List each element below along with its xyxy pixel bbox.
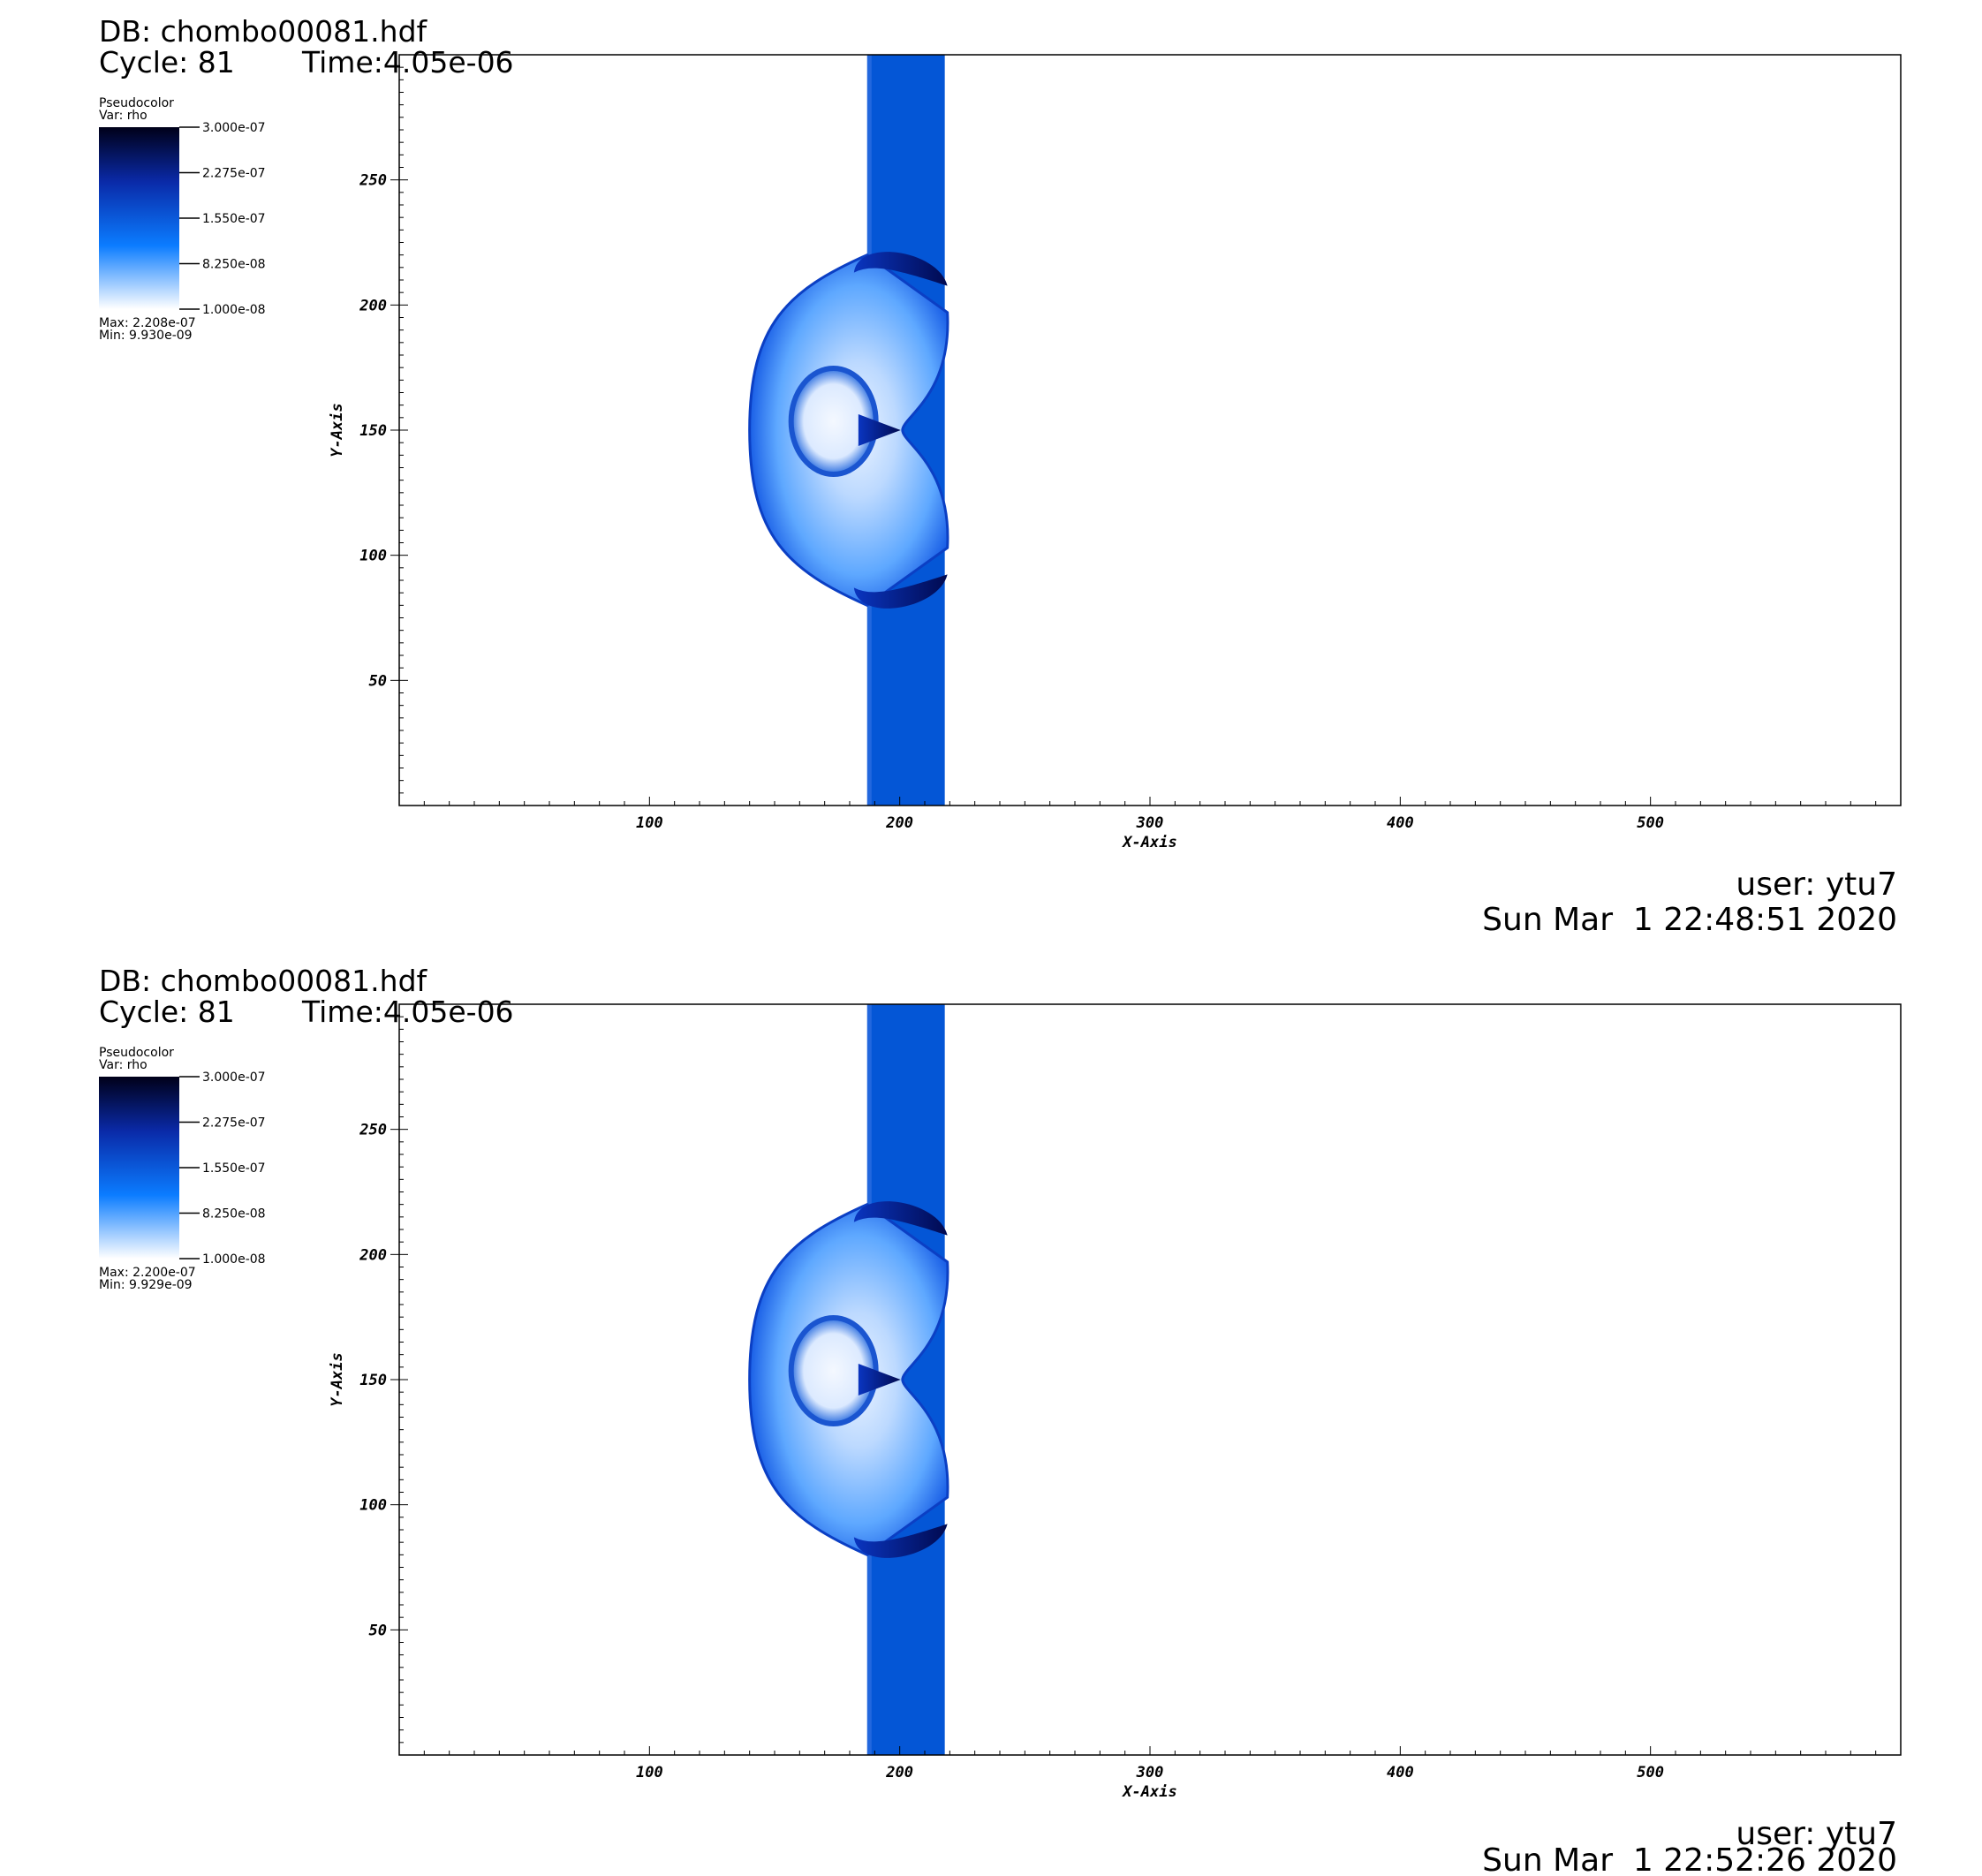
date-label: Sun Mar 1 22:52:26 2020: [1482, 1842, 1897, 1876]
db-label: DB: chombo00081.hdf: [99, 14, 428, 49]
y-tick-label: 100: [359, 548, 387, 565]
y-tick-label: 200: [359, 1246, 387, 1264]
colorbar: [99, 1077, 179, 1259]
colorbar-tick-label: 2.275e-07: [202, 1116, 266, 1131]
x-tick-label: 100: [636, 1764, 663, 1781]
center-knot: [858, 1364, 901, 1396]
y-axis-label: Y-Axis: [329, 403, 346, 457]
legend-var: Var: rho: [99, 1058, 148, 1072]
y-tick-label: 250: [359, 172, 387, 190]
y-tick-label: 250: [359, 1122, 387, 1139]
plot-frame: [398, 1003, 1902, 1756]
bottom-knot: [853, 574, 948, 609]
panel-1: DB: chombo00081.hdf Cycle: 81 Time:4.05e…: [99, 14, 1902, 938]
y-tick-label: 50: [369, 672, 387, 690]
colorbar-tick-label: 1.550e-07: [202, 212, 266, 226]
plot-area: 100 200 300 400 500 50 100 150 200 250 X-Axis Y-Axi…: [329, 54, 1902, 851]
x-tick-label: 300: [1136, 1764, 1164, 1781]
x-tick-label: 200: [885, 814, 913, 832]
x-tick-label: 400: [1387, 1764, 1414, 1781]
top-knot: [853, 1201, 948, 1236]
colorbar-tick-label: 1.000e-08: [202, 1252, 266, 1267]
legend-title: Pseudocolor: [99, 1046, 174, 1060]
colorbar-legend: Pseudocolor Var: rho 3.000e-07 2.275e-07 1…: [99, 1046, 266, 1292]
center-knot: [858, 414, 901, 446]
legend-max: Max: 2.200e-07: [99, 1266, 196, 1280]
colorbar-tick-label: 3.000e-07: [202, 121, 266, 135]
cycle-label: Cycle: 81: [99, 45, 235, 79]
bottom-knot: [853, 1524, 948, 1558]
x-tick-label: 100: [636, 814, 663, 832]
x-axis-label: X-Axis: [1121, 834, 1176, 851]
colorbar-tick-label: 1.550e-07: [202, 1161, 266, 1176]
colorbar-tick-label: 3.000e-07: [202, 1070, 266, 1085]
x-tick-label: 200: [885, 1764, 913, 1781]
colorbar-tick-label: 8.250e-08: [202, 258, 266, 272]
date-label: Sun Mar 1 22:48:51 2020: [1482, 902, 1897, 938]
legend-var: Var: rho: [99, 109, 148, 123]
legend-min: Min: 9.929e-09: [99, 1278, 193, 1292]
y-tick-label: 150: [359, 422, 387, 440]
x-tick-label: 500: [1637, 814, 1664, 832]
x-tick-label: 300: [1136, 814, 1164, 832]
colorbar: [99, 127, 179, 309]
db-label: DB: chombo00081.hdf: [99, 964, 428, 998]
panel-2: DB: chombo00081.hdf Cycle: 81 Time:4.05e…: [99, 964, 1902, 1876]
user-label: user: ytu7: [1736, 1816, 1897, 1852]
plot-frame: [398, 54, 1902, 806]
y-tick-label: 200: [359, 297, 387, 314]
time-label: Time:4.05e-06: [301, 995, 514, 1029]
y-tick-label: 50: [369, 1622, 387, 1639]
x-axis-label: X-Axis: [1121, 1783, 1176, 1801]
y-tick-label: 150: [359, 1372, 387, 1389]
colorbar-tick-label: 2.275e-07: [202, 167, 266, 181]
y-tick-label: 100: [359, 1497, 387, 1515]
top-knot: [853, 252, 948, 286]
legend-max: Max: 2.208e-07: [99, 316, 196, 330]
colorbar-legend: Pseudocolor Var: rho 3.000e-07 2.275e-07 1…: [99, 96, 266, 343]
colorbar-tick-label: 1.000e-08: [202, 303, 266, 317]
cycle-label: Cycle: 81: [99, 995, 235, 1029]
legend-title: Pseudocolor: [99, 96, 174, 110]
y-axis-label: Y-Axis: [329, 1352, 346, 1406]
legend-min: Min: 9.930e-09: [99, 329, 193, 343]
x-tick-label: 500: [1637, 1764, 1664, 1781]
time-label: Time:4.05e-06: [301, 45, 514, 79]
user-label: user: ytu7: [1736, 866, 1897, 903]
colorbar-tick-label: 8.250e-08: [202, 1207, 266, 1222]
plot-area: 100 200 300 400 500 50 100 150 200 250 X-Axis Y-Axi…: [329, 1003, 1902, 1801]
x-tick-label: 400: [1387, 814, 1414, 832]
